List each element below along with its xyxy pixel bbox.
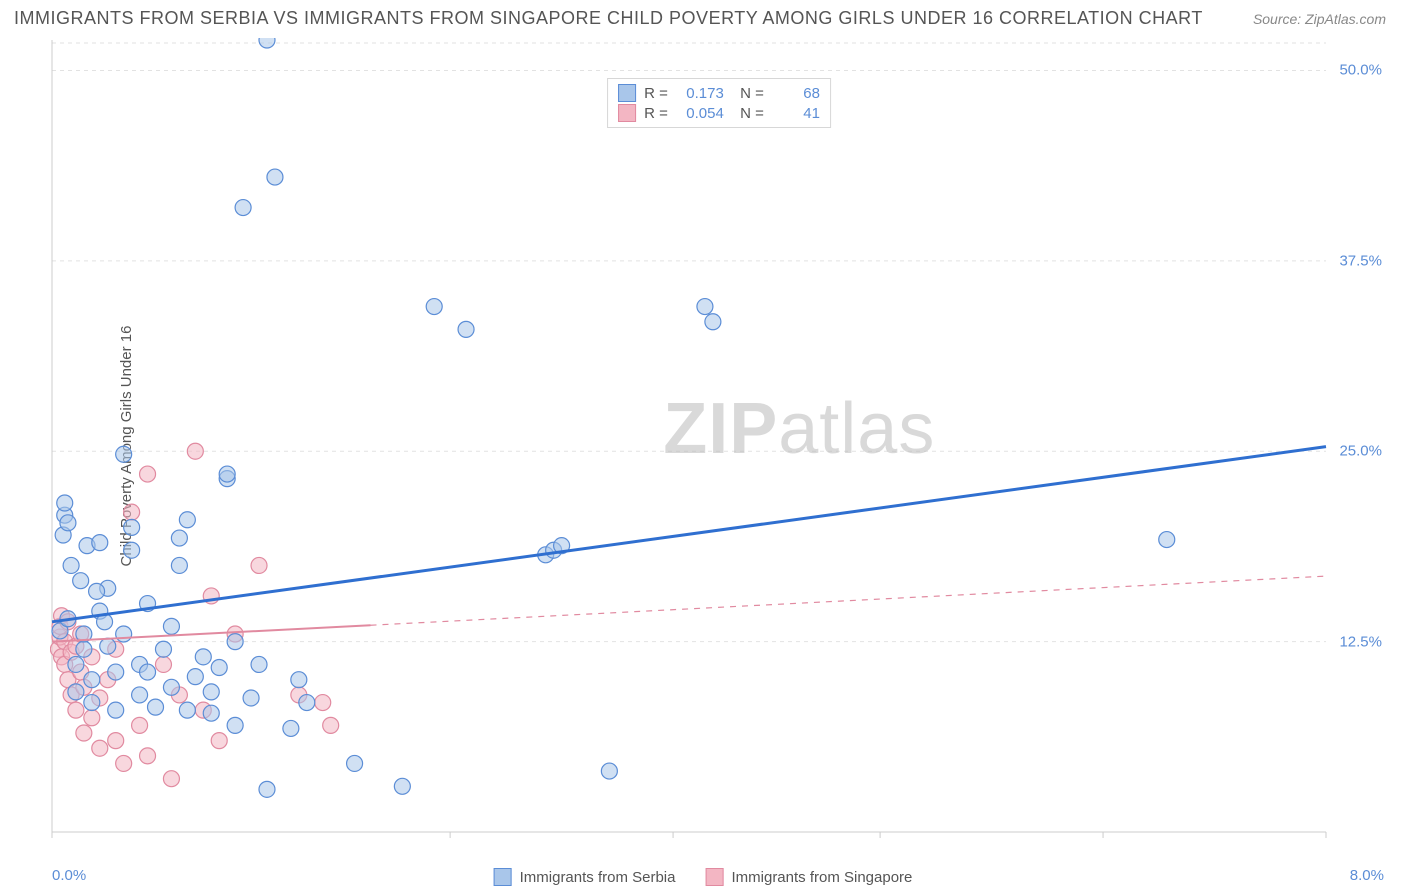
- y-tick-label: 12.5%: [1339, 633, 1382, 650]
- legend-swatch-singapore: [705, 868, 723, 886]
- y-tick-label: 50.0%: [1339, 62, 1382, 79]
- x-tick-min: 0.0%: [52, 867, 86, 884]
- stats-legend: R =0.173 N =68 R =0.054 N =41: [607, 78, 831, 128]
- legend-label-serbia: Immigrants from Serbia: [520, 869, 676, 886]
- legend-swatch-serbia: [494, 868, 512, 886]
- y-tick-label: 37.5%: [1339, 252, 1382, 269]
- chart-title: IMMIGRANTS FROM SERBIA VS IMMIGRANTS FRO…: [14, 8, 1203, 29]
- scatter-plot: [50, 38, 1388, 852]
- source-label: Source: ZipAtlas.com: [1253, 11, 1386, 27]
- y-tick-label: 25.0%: [1339, 443, 1382, 460]
- series-legend: Immigrants from Serbia Immigrants from S…: [494, 868, 913, 886]
- swatch-serbia: [618, 84, 636, 102]
- legend-label-singapore: Immigrants from Singapore: [731, 869, 912, 886]
- swatch-singapore: [618, 104, 636, 122]
- x-tick-max: 8.0%: [1350, 867, 1384, 884]
